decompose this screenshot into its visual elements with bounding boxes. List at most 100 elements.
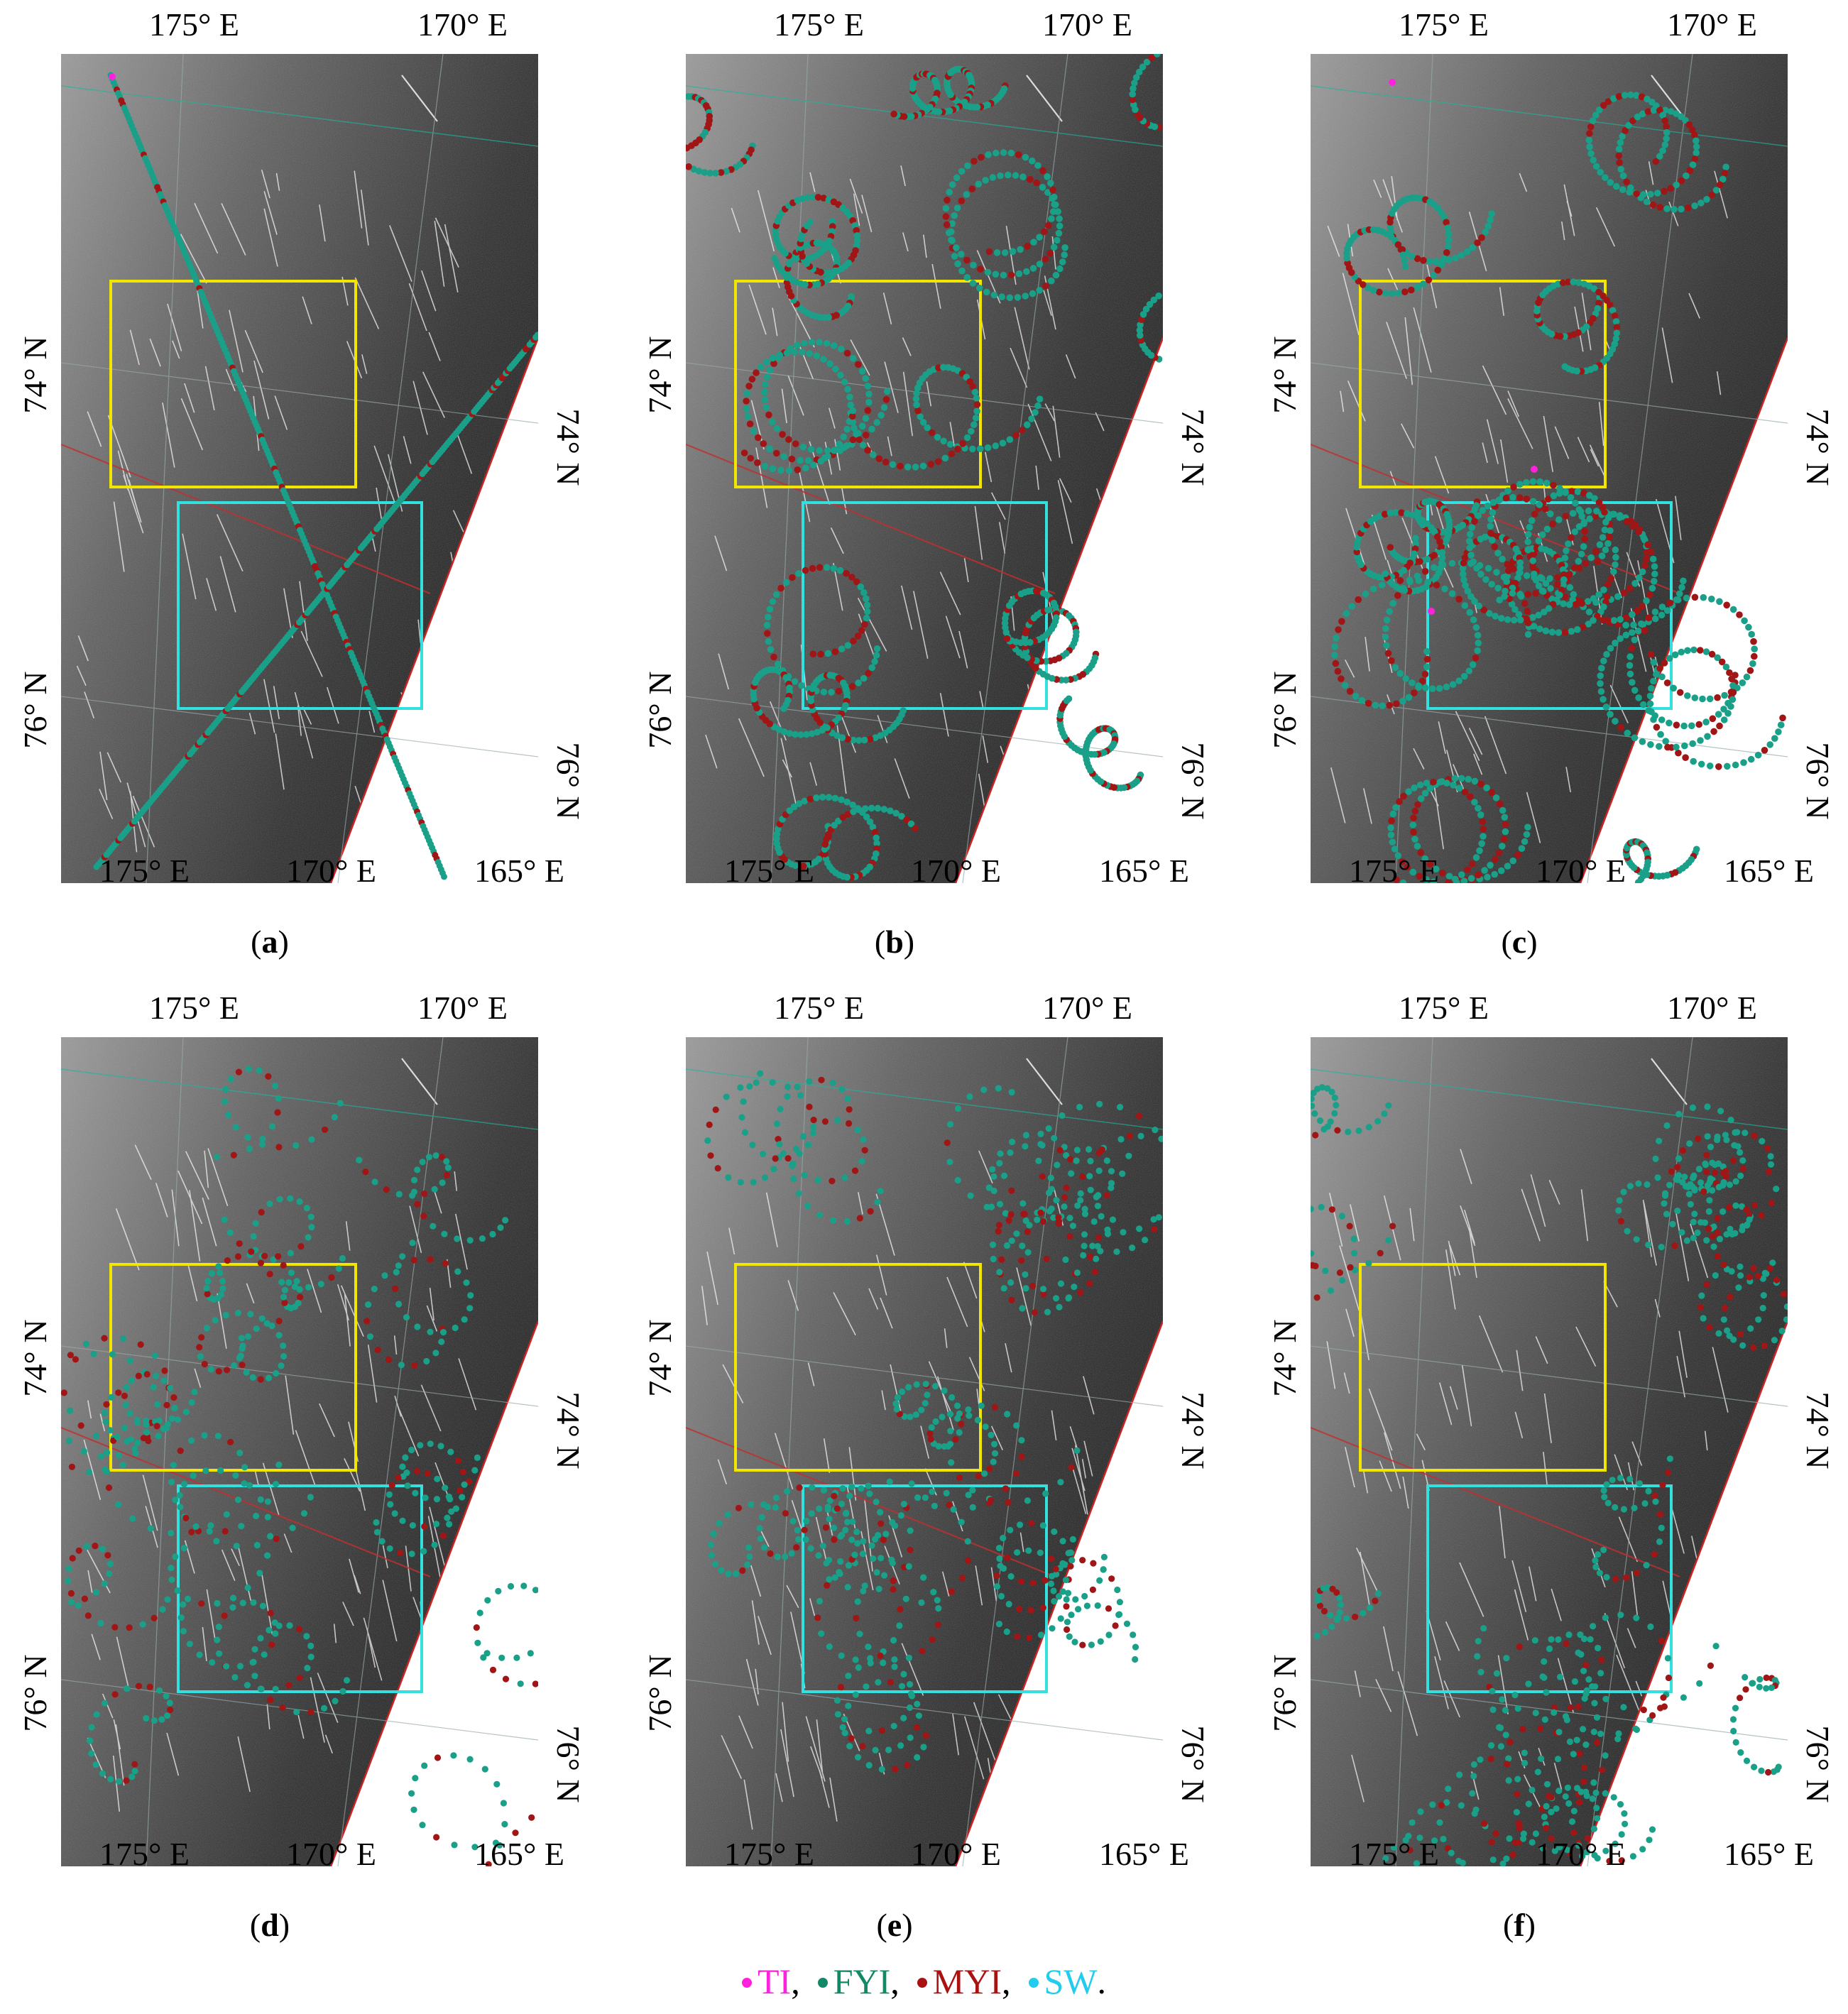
graticule	[1311, 54, 1788, 883]
lat-right-74: 74° N	[550, 408, 586, 486]
lon-top-175: 175° E	[1399, 6, 1489, 43]
lon-top-175: 175° E	[1399, 990, 1489, 1026]
region-yellow-box	[1359, 1263, 1607, 1472]
region-yellow-box	[109, 280, 357, 488]
region-cyan-box	[802, 1484, 1048, 1693]
sar-map-b	[686, 54, 1163, 883]
panel-a: 175° E 170° E 175° E 170° E 165° E 74° N 76° N…	[0, 0, 625, 987]
region-yellow-box	[1359, 280, 1607, 488]
legend-label-fyi: FYI	[833, 1961, 891, 2001]
region-cyan-box	[1426, 1484, 1673, 1693]
panel-caption-a: (a)	[251, 924, 289, 960]
lon-bottom-170: 170° E	[1536, 1836, 1626, 1872]
sar-swath	[1311, 54, 1788, 883]
legend-item-fyi: FYI,	[817, 1961, 909, 2002]
lat-right-76: 76° N	[550, 1725, 586, 1803]
lon-top-170: 170° E	[417, 6, 508, 43]
lon-top-170: 170° E	[1042, 6, 1132, 43]
lon-bottom-165: 165° E	[1724, 853, 1814, 889]
lat-left-74: 74° N	[17, 1319, 53, 1397]
lat-left-74: 74° N	[642, 1319, 678, 1397]
lat-right-76: 76° N	[1175, 1725, 1211, 1803]
panel-caption-c: (c)	[1501, 924, 1538, 960]
sample-points	[1311, 1084, 1788, 1866]
panel-d: 175° E 170° E 175° E 170° E 165° E 74° N 76° N…	[0, 983, 625, 1970]
lon-bottom-175: 175° E	[99, 853, 190, 889]
region-yellow-box	[109, 1263, 357, 1472]
map-svg	[1311, 54, 1788, 883]
sample-points	[61, 1066, 538, 1866]
panel-caption-b: (b)	[874, 924, 915, 960]
lat-right-76: 76° N	[1175, 742, 1211, 820]
lon-bottom-165: 165° E	[1099, 1836, 1189, 1872]
legend-item-ti: TI,	[742, 1961, 809, 2002]
panel-letter: c	[1511, 924, 1527, 960]
panel-c: 175° E 170° E 175° E 170° E 165° E 74° N 76° N…	[1250, 0, 1848, 987]
lon-bottom-175: 175° E	[724, 853, 814, 889]
map-svg	[1311, 1037, 1788, 1866]
sample-points	[704, 1070, 1163, 1773]
region-cyan-box	[177, 501, 423, 710]
lat-left-76: 76° N	[17, 671, 53, 749]
lon-top-170: 170° E	[417, 990, 508, 1026]
lon-top-170: 170° E	[1667, 6, 1757, 43]
lat-left-76: 76° N	[1267, 1654, 1303, 1732]
lat-right-74: 74° N	[1800, 408, 1836, 486]
graticule	[1311, 1037, 1788, 1866]
legend: TI, FYI, MYI, SW.	[0, 1961, 1848, 2002]
panel-caption-f: (f)	[1503, 1907, 1536, 1943]
lat-left-74: 74° N	[1267, 336, 1303, 414]
lat-left-76: 76° N	[642, 671, 678, 749]
legend-dot-sw	[1028, 1977, 1039, 1988]
sar-map-c	[1311, 54, 1788, 883]
legend-item-sw: SW.	[1028, 1961, 1106, 2002]
legend-item-myi: MYI,	[917, 1961, 1019, 2002]
lon-bottom-175: 175° E	[99, 1836, 190, 1872]
graticule	[61, 54, 538, 883]
lat-left-76: 76° N	[17, 1654, 53, 1732]
panel-b: 175° E 170° E 175° E 170° E 165° E 74° N 76° N…	[625, 0, 1250, 987]
legend-label-ti: TI	[758, 1961, 792, 2001]
lat-right-74: 74° N	[1175, 408, 1211, 486]
sar-map-e	[686, 1037, 1163, 1866]
lon-bottom-165: 165° E	[1099, 853, 1189, 889]
map-svg	[686, 54, 1163, 883]
panel-caption-e: (e)	[876, 1907, 913, 1943]
sar-swath	[61, 54, 538, 883]
sample-points	[93, 72, 538, 880]
map-svg	[61, 54, 538, 883]
panel-caption-d: (d)	[249, 1907, 290, 1943]
legend-dot-ti	[742, 1977, 752, 1988]
lon-bottom-170: 170° E	[286, 1836, 376, 1872]
lat-right-74: 74° N	[1800, 1391, 1836, 1470]
panel-e: 175° E 170° E 175° E 170° E 165° E 74° N 76° N…	[625, 983, 1250, 1970]
legend-dot-myi	[917, 1977, 927, 1988]
panel-letter: a	[261, 924, 278, 960]
lat-right-76: 76° N	[1800, 742, 1836, 820]
lon-top-175: 175° E	[149, 990, 239, 1026]
lat-left-76: 76° N	[1267, 671, 1303, 749]
lat-left-74: 74° N	[642, 336, 678, 414]
graticule	[61, 1037, 538, 1866]
lon-bottom-175: 175° E	[1349, 853, 1439, 889]
lat-right-76: 76° N	[1800, 1725, 1836, 1803]
lat-left-76: 76° N	[642, 1654, 678, 1732]
region-cyan-box	[802, 501, 1048, 710]
panel-letter: e	[887, 1907, 902, 1943]
legend-dot-fyi	[817, 1977, 828, 1988]
lat-left-74: 74° N	[1267, 1319, 1303, 1397]
panel-f: 175° E 170° E 175° E 170° E 165° E 74° N 76° N…	[1250, 983, 1848, 1970]
sample-points	[1331, 79, 1786, 883]
lon-bottom-170: 170° E	[911, 853, 1001, 889]
lat-right-74: 74° N	[1175, 1391, 1211, 1470]
lon-bottom-170: 170° E	[911, 1836, 1001, 1872]
panel-letter: b	[885, 924, 904, 960]
lon-bottom-165: 165° E	[474, 1836, 564, 1872]
lat-left-74: 74° N	[17, 336, 53, 414]
lon-bottom-165: 165° E	[474, 853, 564, 889]
lon-top-175: 175° E	[774, 6, 864, 43]
lon-top-175: 175° E	[149, 6, 239, 43]
region-yellow-box	[734, 280, 982, 488]
sar-swath	[61, 1037, 538, 1866]
lat-right-76: 76° N	[550, 742, 586, 820]
